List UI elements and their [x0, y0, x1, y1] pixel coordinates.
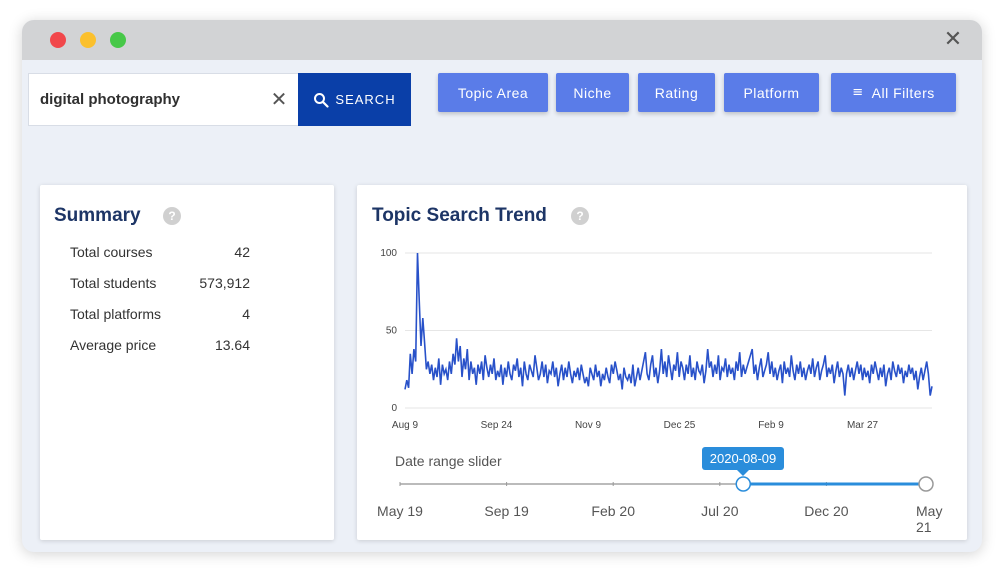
filter-label: Topic Area [457, 84, 529, 101]
search-icon [314, 92, 330, 108]
slider-end-handle[interactable] [918, 476, 934, 492]
slider-tick-label: May 21 [916, 503, 943, 535]
title-bar: ✕ [22, 20, 982, 60]
x-tick-labels: Aug 9 Sep 24 Nov 9 Dec 25 Feb 9 Mar 27 [392, 420, 879, 431]
summary-value: 573,912 [199, 275, 250, 291]
x-tick-label: Sep 24 [481, 420, 513, 431]
filter-rating-button[interactable]: Rating [638, 73, 715, 112]
summary-label: Total students [70, 275, 157, 291]
window-maximize-dot[interactable] [110, 32, 126, 48]
search-button[interactable]: SEARCH [298, 73, 411, 126]
summary-title: Summary [54, 205, 141, 226]
slider-tick-label: Dec 20 [804, 503, 849, 519]
slider-start-handle[interactable] [735, 476, 752, 492]
slider-tooltip: 2020-08-09 [701, 447, 785, 476]
filter-icon: ≡ [852, 85, 864, 100]
x-tick-label: Nov 9 [575, 420, 602, 431]
close-icon[interactable]: ✕ [943, 27, 963, 52]
slider-label: Date range slider [395, 453, 502, 469]
x-tick-label: Mar 27 [847, 420, 879, 431]
slider-tick-label: Feb 20 [591, 503, 635, 519]
clear-icon[interactable]: ✕ [270, 87, 288, 111]
filter-label: All Filters [871, 84, 935, 101]
summary-value: 13.64 [214, 337, 250, 353]
summary-row: Average price 13.64 [70, 337, 250, 357]
x-tick-label: Aug 9 [392, 420, 419, 431]
y-tick-label: 0 [391, 403, 397, 414]
filter-label: Rating [654, 84, 699, 101]
x-tick-label: Dec 25 [664, 420, 696, 431]
summary-value: 4 [242, 306, 250, 322]
grid-lines [405, 252, 932, 409]
series-line [404, 252, 933, 396]
filter-niche-button[interactable]: Niche [556, 73, 629, 112]
slider-tick-label: Sep 19 [484, 503, 529, 519]
trend-chart: 0 50 100 Aug 9 Sep 24 Nov 9 Dec 25 Feb 9 Mar 27 [380, 248, 933, 431]
summary-label: Total platforms [70, 306, 162, 322]
slider-tick-label: May 19 [377, 503, 423, 519]
summary-row: Total students 573,912 [70, 275, 250, 295]
filter-topic-area-button[interactable]: Topic Area [438, 73, 548, 112]
browser-window: ✕ digital photography ✕ SEARCH Topic Are… [22, 20, 982, 552]
x-tick-label: Feb 9 [758, 420, 784, 431]
y-tick-labels: 0 50 100 [380, 248, 397, 414]
summary-label: Average price [70, 337, 157, 353]
search-input[interactable]: digital photography ✕ [28, 73, 300, 126]
y-tick-label: 100 [380, 248, 397, 259]
y-tick-label: 50 [386, 326, 398, 337]
trend-title: Topic Search Trend [372, 205, 547, 226]
date-range-slider[interactable] [357, 473, 967, 513]
filter-label: Niche [573, 84, 612, 101]
summary-card: Summary ? Total courses 42 Total student… [40, 185, 334, 540]
window-minimize-dot[interactable] [80, 32, 96, 48]
trend-card: Topic Search Trend ? 0 50 100 Aug 9 Sep 24 N… [357, 185, 967, 540]
filter-platform-button[interactable]: Platform [724, 73, 819, 112]
help-icon[interactable]: ? [163, 207, 181, 225]
search-query[interactable]: digital photography [40, 91, 180, 108]
summary-value: 42 [234, 244, 250, 260]
help-icon[interactable]: ? [571, 207, 589, 225]
slider-tick-label: Jul 20 [701, 503, 739, 519]
summary-row: Total courses 42 [70, 244, 250, 264]
all-filters-button[interactable]: ≡ All Filters [831, 73, 956, 112]
summary-row: Total platforms 4 [70, 306, 250, 326]
summary-label: Total courses [70, 244, 153, 260]
search-button-label: SEARCH [335, 92, 396, 107]
window-close-dot[interactable] [50, 32, 66, 48]
filter-label: Platform [743, 84, 800, 101]
